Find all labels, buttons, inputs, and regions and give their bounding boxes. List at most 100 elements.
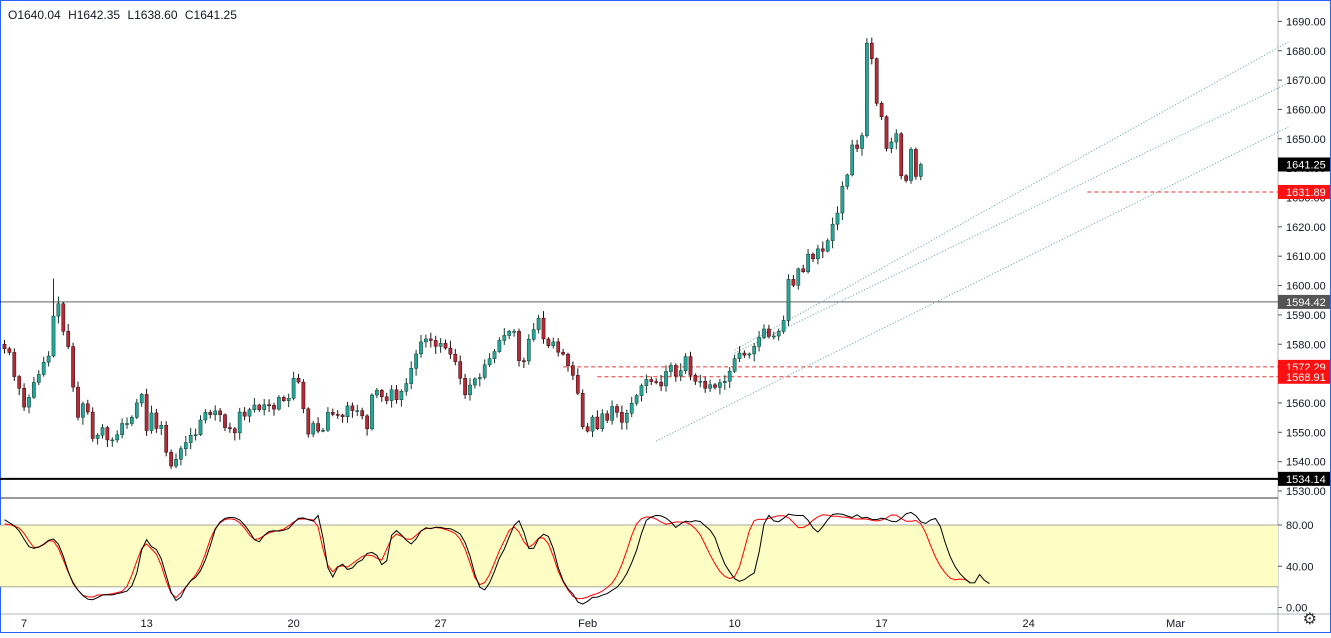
- candle-down: [556, 341, 561, 353]
- candle-down: [144, 394, 149, 431]
- stoch-tick-label: 40.00: [1286, 561, 1314, 573]
- candle-up: [698, 380, 703, 383]
- settings-gear-icon[interactable]: ⚙: [1302, 611, 1317, 628]
- candle-up: [639, 385, 644, 396]
- candle-down: [914, 149, 918, 177]
- candle-up: [708, 384, 712, 389]
- candle-down: [350, 405, 355, 411]
- last-price-label: 1641.25: [1278, 157, 1330, 172]
- candle-up: [512, 331, 516, 333]
- candle-down: [384, 396, 389, 401]
- candle-up: [110, 439, 115, 442]
- candle-up: [409, 368, 414, 384]
- candle-down: [22, 388, 26, 408]
- channel-line: [655, 126, 1289, 442]
- time-tick-label: Feb: [578, 618, 597, 630]
- candle-down: [595, 416, 600, 430]
- channel-line: [734, 41, 1289, 351]
- candle-down: [869, 42, 874, 59]
- candle-down: [659, 381, 663, 387]
- candle-down: [301, 381, 306, 410]
- candle-up: [816, 248, 820, 260]
- ohlc-low: L1638.60: [127, 8, 178, 22]
- candle-up: [203, 412, 208, 421]
- time-tick-label: 13: [140, 618, 152, 630]
- candle-down: [448, 347, 453, 355]
- candle-up: [624, 412, 629, 423]
- candle-down: [61, 303, 66, 332]
- candle-up: [840, 186, 845, 214]
- channel-line: [734, 82, 1289, 354]
- candle-up: [487, 358, 492, 366]
- candle-up: [473, 378, 477, 386]
- candle-down: [791, 279, 796, 286]
- candle-down: [673, 365, 678, 377]
- candle-up: [889, 141, 894, 149]
- candle-down: [443, 343, 448, 349]
- candle-down: [76, 386, 80, 418]
- candle-down: [360, 410, 365, 417]
- time-tick-label: Mar: [1166, 618, 1185, 630]
- price-label-bg: [1278, 369, 1330, 384]
- time-tick-label: 20: [287, 618, 299, 630]
- candle-up: [497, 340, 502, 352]
- candle-up: [610, 406, 614, 421]
- candle-down: [428, 338, 433, 341]
- candle-up: [507, 331, 512, 336]
- candle-up: [404, 383, 409, 392]
- candle-up: [183, 442, 188, 449]
- candle-up: [918, 164, 923, 177]
- candle-up: [830, 223, 835, 241]
- candle-up: [277, 397, 281, 410]
- ohlc-close: C1641.25: [184, 8, 237, 22]
- candle-up: [159, 425, 164, 429]
- candle-down: [257, 404, 262, 410]
- candle-up: [722, 380, 727, 383]
- candle-down: [571, 365, 575, 376]
- candle-up: [345, 405, 350, 417]
- price-tick-label: 1660.00: [1286, 104, 1326, 116]
- candle-down: [620, 412, 624, 423]
- candle-up: [909, 149, 913, 181]
- candle-up: [27, 397, 31, 408]
- price-tick-label: 1560.00: [1286, 398, 1326, 410]
- candle-down: [306, 408, 311, 435]
- candle-up: [291, 378, 296, 399]
- candle-down: [874, 58, 879, 104]
- price-label-text: 1534.14: [1286, 474, 1326, 486]
- stoch-tick-label: 80.00: [1286, 520, 1314, 532]
- price-label-text: 1631.89: [1286, 187, 1326, 199]
- candle-up: [311, 423, 316, 435]
- candle-up: [737, 352, 742, 359]
- price-tick-label: 1690.00: [1286, 16, 1326, 28]
- candle-up: [414, 353, 418, 369]
- price-label-text: 1641.25: [1286, 159, 1326, 171]
- candle-down: [281, 397, 286, 401]
- candle-up: [850, 144, 855, 176]
- candle-up: [198, 419, 203, 435]
- candle-up: [193, 434, 198, 436]
- candle-down: [90, 411, 95, 439]
- candle-up: [835, 212, 840, 225]
- candle-up: [845, 174, 850, 187]
- candle-down: [820, 248, 825, 252]
- candles-group: [2, 37, 923, 469]
- candle-down: [232, 428, 237, 434]
- price-label-text: 1594.42: [1286, 297, 1326, 309]
- candle-up: [188, 434, 193, 443]
- stochastic-k-line: [4, 511, 990, 605]
- candle-down: [85, 403, 90, 413]
- ohlc-legend: O1640.04 H1642.35 L1638.60 C1641.25: [8, 8, 241, 22]
- candle-up: [375, 390, 379, 396]
- candle-down: [433, 340, 438, 347]
- candle-up: [678, 370, 683, 377]
- candle-down: [855, 144, 859, 149]
- candle-down: [458, 361, 463, 379]
- candle-up: [492, 351, 497, 359]
- price-label-text: 1568.91: [1286, 372, 1326, 384]
- candle-down: [316, 423, 320, 432]
- candle-up: [326, 412, 330, 431]
- time-tick-label: 24: [1022, 618, 1034, 630]
